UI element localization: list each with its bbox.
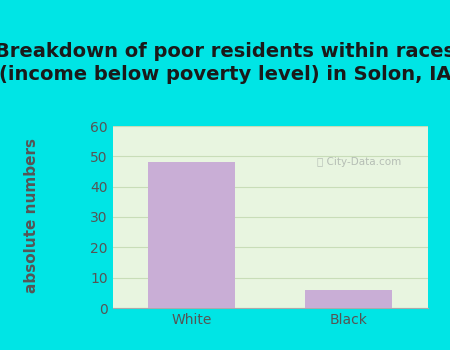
Bar [148,162,234,308]
Text: Breakdown of poor residents within races
(income below poverty level) in Solon, : Breakdown of poor residents within races… [0,42,450,84]
Text: ⓘ City-Data.com: ⓘ City-Data.com [317,158,401,167]
Bar [306,290,392,308]
Text: absolute numbers: absolute numbers [24,138,39,293]
